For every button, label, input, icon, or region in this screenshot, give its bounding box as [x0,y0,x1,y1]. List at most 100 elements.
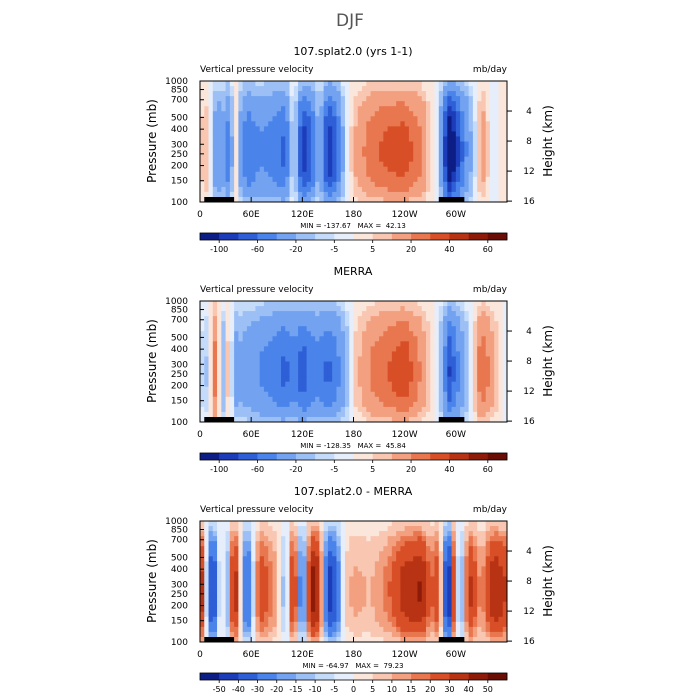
field-cell [387,131,393,137]
field-cell [263,121,269,127]
field-cell [408,361,414,367]
field-cell [281,526,286,532]
field-cell [204,121,209,127]
field-cell [353,366,359,372]
field-cell [404,126,410,132]
field-cell [340,331,346,337]
field-cell [404,361,410,367]
field-cell [498,366,504,372]
field-cell [353,151,359,158]
field-cell [374,581,380,587]
field-cell [293,586,299,592]
field-cell [289,191,295,198]
field-cell [434,331,440,337]
field-cell [383,411,389,418]
field-cell [281,106,286,112]
field-cell [336,606,342,613]
field-cell [332,196,337,203]
field-cell [225,526,231,532]
field-cell [217,176,222,183]
field-cell [276,536,282,542]
field-cell [451,371,457,378]
field-cell [242,316,248,322]
field-cell [259,141,265,147]
field-cell [438,561,444,567]
pressure-tick-label: 850 [171,306,188,316]
field-cell [323,316,329,322]
field-cell [421,346,427,352]
field-cell [443,176,448,183]
field-cell [438,371,444,378]
field-cell [472,551,478,557]
longitude-axis: 0 60E 120E 180 120W 60W [197,197,466,220]
field-cell [225,391,231,398]
field-cell [242,376,248,383]
field-cell [417,161,423,168]
field-cell [413,171,418,178]
field-cell [349,351,354,357]
longitude-tick-label: 180 [345,210,362,220]
field-cell [430,586,435,592]
field-cell [208,356,214,362]
field-cell [289,146,295,152]
field-cell [502,341,508,347]
field-cell [404,386,410,393]
field-cell [323,171,329,178]
field-cell [447,101,452,107]
field-cell [357,326,363,332]
field-cell [366,176,371,183]
field-cell [349,111,354,117]
field-cell [357,416,363,423]
field-cell [276,306,282,312]
field-cell [259,556,265,562]
field-cell [379,101,384,107]
field-cell [302,176,307,183]
field-cell [396,561,401,567]
field-cell [242,586,248,592]
field-cell [408,81,414,87]
field-cell [353,166,359,173]
field-cell [217,86,222,92]
field-cell [259,336,265,342]
field-cell [438,146,444,152]
field-cell [383,166,389,173]
field-cell [502,591,508,598]
field-cell [349,91,354,97]
field-cell [217,351,222,357]
field-cell [212,186,218,193]
field-cell [362,576,367,582]
field-cell [481,81,487,87]
field-cell [234,141,239,147]
field-cell [438,591,444,598]
field-cell [251,551,256,557]
field-cell [408,331,414,337]
field-cell [221,131,226,137]
field-cell [289,101,295,107]
field-cell [200,611,205,618]
field-cell [396,531,401,537]
field-cell [362,581,367,587]
field-cell [344,171,350,178]
field-cell [298,151,303,158]
field-cell [315,171,320,178]
field-cell [374,301,380,307]
field-cell [276,556,282,562]
field-cell [327,121,333,127]
field-cell [234,591,239,598]
field-cell [221,311,226,317]
field-cell [396,411,401,418]
field-cell [421,351,427,357]
field-cell [455,531,461,537]
field-cell [413,611,418,618]
field-cell [391,386,397,393]
field-cell [489,81,495,87]
field-cell [293,151,299,158]
field-cell [400,141,406,147]
field-cell [400,316,406,322]
field-cell [400,116,406,122]
field-cell [460,381,465,388]
field-cell [225,146,231,152]
field-cell [413,121,418,127]
field-cell [285,601,290,608]
field-cell [221,321,226,327]
